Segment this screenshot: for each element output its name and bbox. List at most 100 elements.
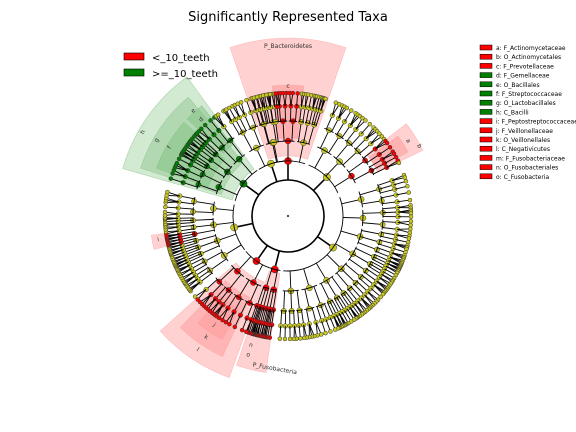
order-arc <box>353 147 362 156</box>
branch <box>210 159 228 173</box>
branch <box>341 268 356 284</box>
clade-label-c: c <box>286 83 289 90</box>
branch <box>342 217 363 219</box>
taxa-legend-label: g: O_Lactobacillales <box>496 100 556 107</box>
group-swatch-lt <box>123 52 145 61</box>
taxa-legend-label: a: F_Actinomycetaceae <box>496 45 566 52</box>
branch <box>194 200 214 205</box>
genus-node <box>174 160 180 166</box>
order-arc <box>324 127 334 134</box>
branch <box>314 150 325 169</box>
phylum-arc <box>269 267 281 271</box>
branch <box>266 288 272 309</box>
branch <box>202 173 221 184</box>
order-arc <box>205 163 209 169</box>
branch <box>263 123 270 144</box>
branch <box>326 280 338 298</box>
clade-label-l: l <box>195 347 201 354</box>
clade-label-h: h <box>139 129 147 136</box>
branch <box>265 268 273 288</box>
genus-node <box>402 175 408 180</box>
genus-node <box>239 327 245 333</box>
genus-node <box>408 222 413 228</box>
branch <box>340 230 361 238</box>
genus-node <box>405 183 410 189</box>
phylum-arc <box>308 164 339 193</box>
taxa-legend: a: F_Actinomycetaceae b: O_Actinomycetale… <box>479 44 576 181</box>
branch <box>361 230 382 235</box>
genus-node <box>215 112 221 117</box>
class-arc <box>212 201 215 216</box>
genus-node <box>328 329 333 334</box>
actinomycetaceae-shade <box>368 135 409 170</box>
genus-node <box>267 92 273 97</box>
branch <box>238 158 253 175</box>
order-arc <box>200 169 206 179</box>
genus-node <box>403 179 409 184</box>
class-arc <box>346 169 356 184</box>
branch <box>213 222 234 226</box>
genus-node <box>176 156 182 162</box>
clade-label-k: k <box>203 334 210 342</box>
branch <box>269 289 275 310</box>
branch <box>196 235 216 242</box>
genus-node <box>384 140 390 146</box>
branch <box>335 142 350 159</box>
branch <box>252 264 264 283</box>
taxa-legend-swatch <box>479 90 493 97</box>
branch <box>362 212 383 214</box>
class-arc <box>301 284 318 291</box>
genus-node <box>168 176 174 181</box>
branch <box>334 175 352 188</box>
branch <box>193 224 214 228</box>
group-label-ge: >=_10_teeth <box>152 69 218 80</box>
taxa-legend-swatch <box>479 44 493 51</box>
clade-label-j: j <box>211 321 217 328</box>
branch <box>296 290 300 311</box>
genus-node <box>332 327 338 332</box>
branch <box>336 272 351 289</box>
order-arc <box>233 293 244 301</box>
order-arc <box>296 309 303 312</box>
order-arc <box>193 196 196 206</box>
branch <box>255 147 266 167</box>
class-arc <box>317 146 332 156</box>
branch <box>290 290 293 311</box>
branch <box>249 284 259 304</box>
branch <box>236 256 252 272</box>
order-arc <box>344 139 354 147</box>
genus-node <box>195 297 201 302</box>
genus-node <box>254 94 260 100</box>
branch <box>303 122 309 143</box>
genus-node <box>367 121 373 127</box>
order-arc <box>368 260 372 267</box>
taxa-legend-swatch <box>479 164 493 170</box>
taxa-legend-label: j: F_Veillonellaceae <box>495 128 553 135</box>
genus-node <box>291 336 297 342</box>
order-arc <box>192 224 195 230</box>
taxa-legend-swatch <box>479 53 493 60</box>
class-arc <box>265 140 282 145</box>
clade-label-g: g <box>153 137 161 144</box>
branch <box>345 263 362 278</box>
genus-node <box>408 226 413 232</box>
order-arc <box>218 144 226 152</box>
genus-node <box>406 236 412 241</box>
branch <box>315 262 327 281</box>
root-node <box>286 214 290 218</box>
taxa-legend-label: m: F_Fusobacteriaceae <box>496 155 565 162</box>
branch <box>256 286 265 306</box>
clade-label-o: o <box>245 351 251 359</box>
phylum-arc <box>258 160 285 170</box>
genus-node <box>220 317 225 323</box>
genus-node <box>295 91 300 96</box>
order-arc <box>202 257 208 266</box>
branch <box>262 288 270 308</box>
branch <box>206 165 225 178</box>
order-arc <box>298 121 304 123</box>
order-arc <box>380 195 383 206</box>
genus-node <box>199 126 204 132</box>
branch <box>200 245 220 255</box>
branch <box>359 188 380 196</box>
